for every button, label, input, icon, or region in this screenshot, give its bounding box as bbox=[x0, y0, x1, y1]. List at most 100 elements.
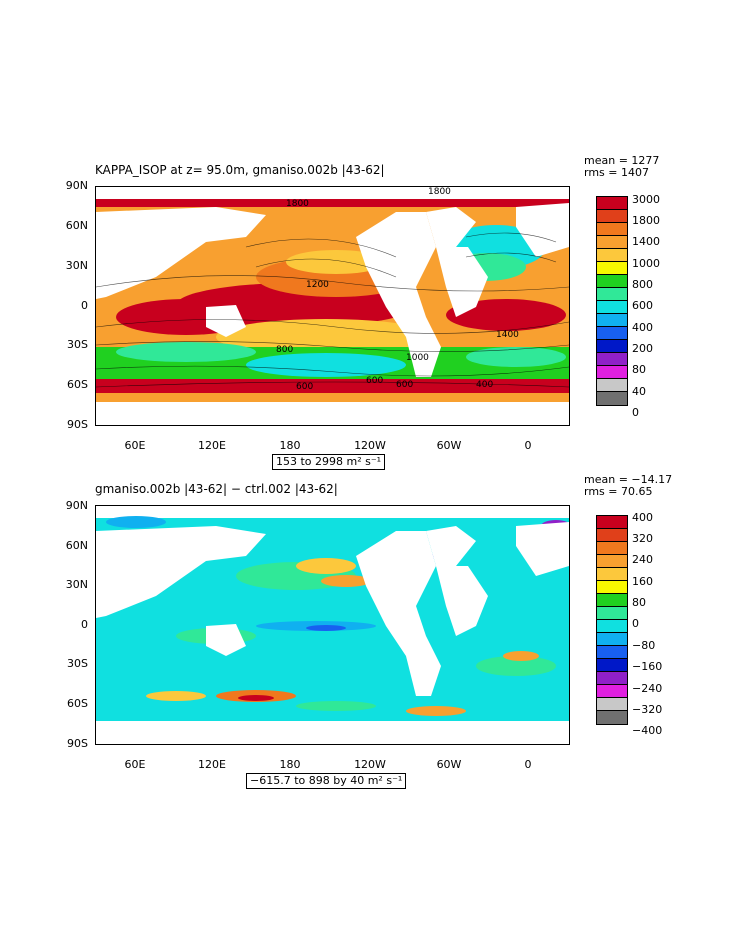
contour-label: 400 bbox=[476, 380, 493, 390]
colorbar-swatch bbox=[597, 288, 627, 301]
top-lat-label: 30S bbox=[67, 338, 88, 351]
top-lon-label: 0 bbox=[524, 439, 532, 452]
top-colorbar-label: 40 bbox=[632, 385, 646, 398]
colorbar-swatch bbox=[597, 594, 627, 607]
colorbar-swatch bbox=[597, 223, 627, 236]
colorbar-swatch bbox=[597, 516, 627, 529]
bottom-title: gmaniso.002b |43-62| − ctrl.002 |43-62| bbox=[95, 482, 338, 496]
bottom-lon-label: 180 bbox=[279, 758, 301, 771]
bottom-lat-label: 60N bbox=[65, 539, 88, 552]
colorbar-swatch bbox=[597, 529, 627, 542]
top-colorbar-label: 0 bbox=[632, 406, 639, 419]
bottom-lon-label: 60W bbox=[436, 758, 462, 771]
bottom-colorbar-label: 80 bbox=[632, 596, 646, 609]
colorbar-swatch bbox=[597, 711, 627, 724]
bottom-colorbar-label: 0 bbox=[632, 617, 639, 630]
colorbar-swatch bbox=[597, 379, 627, 392]
bottom-colorbar-label: −160 bbox=[632, 660, 663, 673]
contour-label: 600 bbox=[296, 382, 313, 392]
colorbar-swatch bbox=[597, 607, 627, 620]
bottom-colorbar-label: 400 bbox=[632, 511, 653, 524]
contour-label: 800 bbox=[276, 345, 293, 355]
top-lat-label: 90S bbox=[67, 418, 88, 431]
bottom-lon-label: 120E bbox=[198, 758, 226, 771]
colorbar-swatch bbox=[597, 314, 627, 327]
top-colorbar-label: 1800 bbox=[632, 214, 660, 227]
top-map: 1800 1800 1200 800 1000 600 600 600 1400… bbox=[95, 186, 570, 426]
top-lon-label: 180 bbox=[279, 439, 301, 452]
top-lat-label: 60N bbox=[65, 219, 88, 232]
colorbar-swatch bbox=[597, 262, 627, 275]
colorbar-swatch bbox=[597, 568, 627, 581]
contour-label: 600 bbox=[396, 380, 413, 390]
top-lon-label: 120E bbox=[198, 439, 226, 452]
top-lat-label: 60S bbox=[67, 378, 88, 391]
top-rms: rms = 1407 bbox=[584, 166, 649, 179]
colorbar-swatch bbox=[597, 275, 627, 288]
contour-label: 1200 bbox=[306, 280, 329, 290]
colorbar-swatch bbox=[597, 646, 627, 659]
bottom-map bbox=[95, 505, 570, 745]
colorbar-swatch bbox=[597, 353, 627, 366]
top-lat-label: 0 bbox=[81, 299, 88, 312]
bottom-colorbar-label: −240 bbox=[632, 682, 663, 695]
contour-label: 600 bbox=[366, 376, 383, 386]
top-colorbar-label: 80 bbox=[632, 363, 646, 376]
colorbar-swatch bbox=[597, 685, 627, 698]
contour-label: 1400 bbox=[496, 330, 519, 340]
top-colorbar-label: 400 bbox=[632, 321, 653, 334]
bottom-lat-label: 60S bbox=[67, 697, 88, 710]
colorbar-swatch bbox=[597, 698, 627, 711]
bottom-lat-label: 0 bbox=[81, 618, 88, 631]
colorbar-swatch bbox=[597, 249, 627, 262]
contour-label: 1800 bbox=[428, 187, 451, 197]
top-lon-label: 60E bbox=[124, 439, 146, 452]
bottom-colorbar-label: 160 bbox=[632, 575, 653, 588]
colorbar-swatch bbox=[597, 620, 627, 633]
bottom-lon-label: 0 bbox=[524, 758, 532, 771]
bottom-lat-label: 90S bbox=[67, 737, 88, 750]
colorbar-swatch bbox=[597, 301, 627, 314]
bottom-lon-label: 60E bbox=[124, 758, 146, 771]
colorbar-swatch bbox=[597, 672, 627, 685]
bottom-mean: mean = −14.17 bbox=[584, 473, 673, 486]
top-mean: mean = 1277 bbox=[584, 154, 660, 167]
contour-label: 1000 bbox=[406, 353, 429, 363]
bottom-rms: rms = 70.65 bbox=[584, 485, 653, 498]
top-lon-label: 60W bbox=[436, 439, 462, 452]
colorbar-swatch bbox=[597, 633, 627, 646]
bottom-lon-label: 120W bbox=[354, 758, 386, 771]
colorbar-swatch bbox=[597, 581, 627, 594]
top-map-field: 1800 1800 1200 800 1000 600 600 600 1400… bbox=[96, 187, 569, 425]
colorbar-swatch bbox=[597, 555, 627, 568]
top-colorbar-label: 1400 bbox=[632, 235, 660, 248]
top-lat-label: 30N bbox=[65, 259, 88, 272]
bottom-colorbar-label: −320 bbox=[632, 703, 663, 716]
top-lon-label: 120W bbox=[354, 439, 386, 452]
bottom-range-box: −615.7 to 898 by 40 m² s⁻¹ bbox=[246, 773, 407, 789]
bottom-colorbar bbox=[596, 515, 628, 725]
bottom-lat-label: 30S bbox=[67, 657, 88, 670]
colorbar-swatch bbox=[597, 327, 627, 340]
top-range-box: 153 to 2998 m² s⁻¹ bbox=[272, 454, 386, 470]
top-colorbar-label: 800 bbox=[632, 278, 653, 291]
bottom-lat-label: 90N bbox=[65, 499, 88, 512]
colorbar-swatch bbox=[597, 659, 627, 672]
top-title: KAPPA_ISOP at z= 95.0m, gmaniso.002b |43… bbox=[95, 163, 385, 177]
bottom-colorbar-label: 320 bbox=[632, 532, 653, 545]
bottom-map-field bbox=[96, 506, 569, 744]
colorbar-swatch bbox=[597, 366, 627, 379]
top-colorbar-label: 200 bbox=[632, 342, 653, 355]
top-colorbar-label: 3000 bbox=[632, 193, 660, 206]
contour-label: 1800 bbox=[286, 199, 309, 209]
top-colorbar-label: 1000 bbox=[632, 257, 660, 270]
bottom-lat-label: 30N bbox=[65, 578, 88, 591]
bottom-colorbar-label: 240 bbox=[632, 553, 653, 566]
bottom-colorbar-label: −80 bbox=[632, 639, 656, 652]
colorbar-swatch bbox=[597, 340, 627, 353]
top-lat-label: 90N bbox=[65, 179, 88, 192]
bottom-colorbar-label: −400 bbox=[632, 724, 663, 737]
colorbar-swatch bbox=[597, 236, 627, 249]
colorbar-swatch bbox=[597, 542, 627, 555]
top-colorbar bbox=[596, 196, 628, 406]
